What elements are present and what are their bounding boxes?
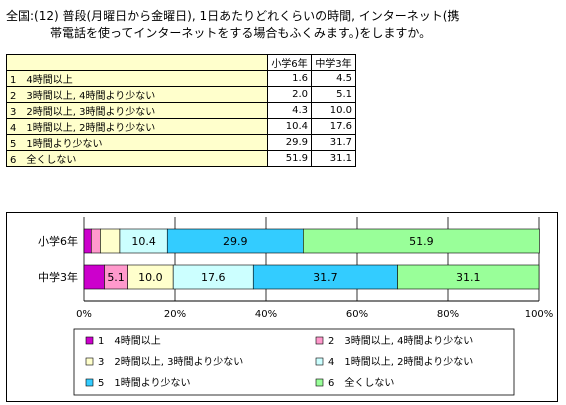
bar-segment: [119, 228, 168, 254]
table-row: 6 全くしない 51.9 31.1: [6, 150, 356, 167]
row-label: 3 2時間以上, 3時間より少ない: [6, 102, 268, 119]
chart-area: 0% 20% 40% 60% 80% 100% 小学6年 10.4 29.9 51.9 中学3年 5.…: [6, 212, 558, 402]
data-label: 17.6: [201, 271, 226, 284]
table-row: 1 4時間以上 1.6 4.5: [6, 70, 356, 87]
title-line-1: 全国:(12) 普段(月曜日から金曜日), 1日あたりどれくらいの時間, インタ…: [6, 9, 460, 23]
row-label: 4 1時間以上, 2時間より少ない: [6, 118, 268, 135]
legend-swatch: [85, 357, 94, 366]
row-label: 5 1時間より少ない: [6, 134, 268, 151]
legend-label: 3 2時間以上, 3時間より少ない: [98, 356, 243, 368]
data-label: 31.1: [456, 271, 481, 284]
row-label: 1 4時間以上: [6, 70, 268, 87]
data-label: 29.9: [223, 235, 248, 248]
legend-box: [73, 328, 515, 396]
x-tick-label: 20%: [164, 309, 186, 320]
data-table: 小学6年 中学3年 1 4時間以上 1.6 4.5 2 3時間以上, 4時間より…: [6, 54, 356, 167]
row-value: 2.0: [267, 86, 312, 103]
table-row: 5 1時間より少ない 29.9 31.7: [6, 134, 356, 151]
table-row: 4 1時間以上, 2時間より少ない 10.4 17.6: [6, 118, 356, 135]
chart-title: 全国:(12) 普段(月曜日から金曜日), 1日あたりどれくらいの時間, インタ…: [6, 8, 558, 42]
row-value: 29.9: [267, 134, 312, 151]
row-value: 4.5: [311, 70, 356, 87]
row-value: 4.3: [267, 102, 312, 119]
legend-swatch: [85, 378, 94, 387]
data-label: 10.4: [131, 235, 156, 248]
data-label: 5.1: [107, 271, 125, 284]
legend-label: 4 1時間以上, 2時間より少ない: [328, 356, 473, 368]
bar-segment: [83, 264, 105, 290]
title-line-2: 帯電話を使ってインターネットをする場合もふくみます。)をしますか。: [50, 26, 432, 40]
bar-segment: [397, 264, 540, 290]
legend-swatch: [315, 357, 324, 366]
table-row: 2 3時間以上, 4時間より少ない 2.0 5.1: [6, 86, 356, 103]
legend-swatch: [315, 336, 324, 345]
row-value: 5.1: [311, 86, 356, 103]
row-value: 1.6: [267, 70, 312, 87]
category-label: 中学3年: [38, 270, 78, 284]
row-value: 31.7: [311, 134, 356, 151]
legend-swatch: [315, 378, 324, 387]
x-tick-label: 80%: [437, 309, 459, 320]
data-label: 51.9: [409, 235, 434, 248]
x-tick-label: 100%: [525, 309, 554, 320]
row-value: 10.4: [267, 118, 312, 135]
bar-segment: [172, 264, 254, 290]
data-label: 10.0: [138, 271, 163, 284]
table-header-grade6: 小学6年: [267, 54, 312, 71]
row-value: 10.0: [311, 102, 356, 119]
bar-segment: [100, 228, 121, 254]
data-label: 31.7: [313, 271, 338, 284]
bar-segment: [127, 264, 174, 290]
bar-segment: [166, 228, 304, 254]
bar-segment: [252, 264, 398, 290]
row-value: 17.6: [311, 118, 356, 135]
row-label: 2 3時間以上, 4時間より少ない: [6, 86, 268, 103]
row-value: 31.1: [311, 150, 356, 167]
stacked-bar-chart: 0% 20% 40% 60% 80% 100% 小学6年 10.4 29.9 51.9 中学3年 5.…: [38, 217, 554, 396]
legend-label: 1 4時間以上: [98, 335, 161, 347]
legend-label: 6 全くしない: [328, 376, 394, 389]
row-label: 6 全くしない: [6, 150, 268, 167]
legend-swatch: [85, 336, 94, 345]
table-corner: [6, 54, 268, 71]
row-value: 51.9: [267, 150, 312, 167]
bar-segment: [90, 228, 101, 254]
table-header-grade9: 中学3年: [311, 54, 356, 71]
legend-label: 2 3時間以上, 4時間より少ない: [328, 335, 473, 347]
x-tick-label: 0%: [76, 309, 92, 320]
x-tick-label: 60%: [346, 309, 368, 320]
category-label: 小学6年: [38, 234, 78, 248]
bar-segment: [303, 228, 540, 254]
legend-label: 5 1時間より少ない: [98, 377, 191, 389]
x-tick-label: 40%: [255, 309, 277, 320]
table-row: 3 2時間以上, 3時間より少ない 4.3 10.0: [6, 102, 356, 119]
table-header-row: 小学6年 中学3年: [6, 54, 356, 71]
bar-segment: [83, 228, 92, 254]
